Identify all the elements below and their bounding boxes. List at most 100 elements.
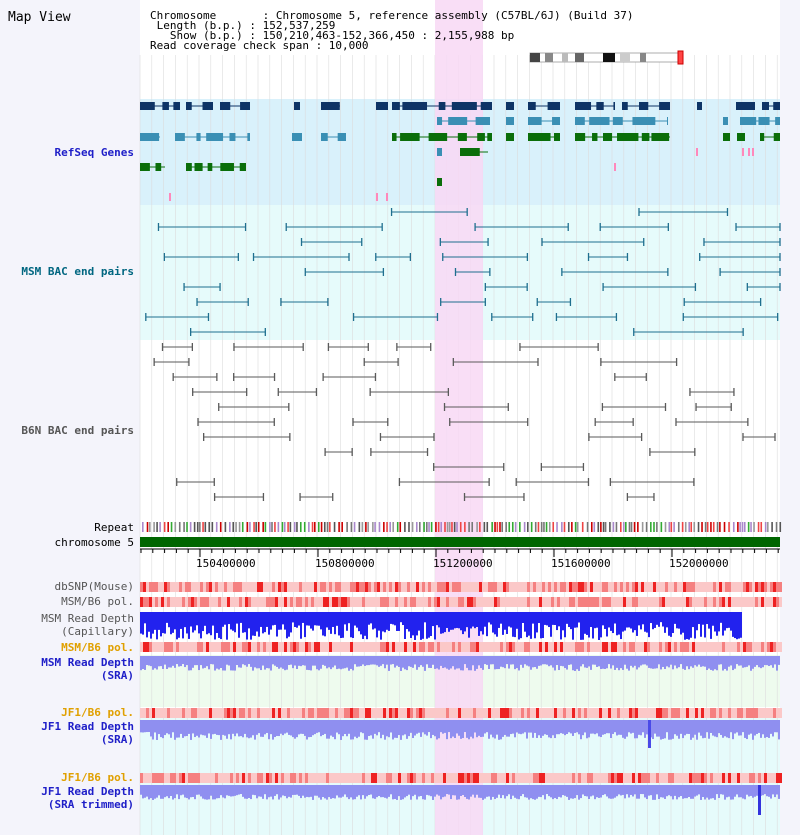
polymorphism-cell (335, 773, 338, 783)
read-depth-bar (306, 612, 308, 626)
polymorphism-cell (395, 773, 398, 783)
track-label-msm-bac[interactable]: MSM BAC end pairs (21, 265, 134, 278)
polymorphism-cell (251, 642, 254, 652)
polymorphism-cell (677, 642, 680, 652)
gene-exon (480, 102, 492, 110)
read-depth-bar (410, 785, 412, 800)
read-depth-bar (246, 720, 248, 738)
read-depth-bar (250, 612, 252, 640)
polymorphism-cell (506, 582, 509, 592)
polymorphism-cell (371, 773, 374, 783)
read-depth-bar (188, 612, 190, 639)
polymorphism-cell (458, 708, 461, 718)
read-depth-bar (736, 720, 738, 733)
read-depth-bar (214, 720, 216, 734)
read-depth-bar (418, 612, 420, 631)
polymorphism-cell (482, 582, 485, 592)
read-depth-bar (730, 612, 732, 631)
polymorphism-cell (338, 708, 341, 718)
track-label-msm-b6-pol[interactable]: MSM/B6 pol. (61, 595, 134, 608)
repeat-element (333, 522, 336, 532)
polymorphism-cell (233, 708, 236, 718)
read-depth-bar (316, 656, 318, 670)
polymorphism-cell (521, 582, 524, 592)
read-depth-bar (514, 612, 516, 638)
polymorphism-cell (713, 708, 716, 718)
polymorphism-cell (335, 642, 338, 652)
track-label-jf1-depth-sra[interactable]: JF1 Read Depth (41, 720, 134, 733)
read-depth-bar (342, 785, 344, 797)
repeat-element (540, 522, 543, 532)
read-depth-bar (596, 612, 598, 628)
gene-exon (321, 102, 340, 110)
read-depth-bar (750, 785, 752, 796)
read-depth-bar (332, 612, 334, 627)
read-depth-bar (588, 656, 590, 667)
repeat-element (514, 522, 517, 532)
read-depth-bar (708, 785, 710, 800)
gene-exon (528, 102, 536, 110)
read-depth-bar (540, 785, 542, 798)
polymorphism-cell (740, 597, 743, 607)
polymorphism-cell (197, 582, 200, 592)
read-depth-bar (616, 612, 618, 636)
read-depth-bar (634, 656, 636, 666)
read-depth-bar (608, 720, 610, 734)
polymorphism-cell (467, 773, 470, 783)
track-label-jf1-depth-trimmed[interactable]: JF1 Read Depth (41, 785, 134, 798)
gene-exon (186, 102, 192, 110)
polymorphism-cell (155, 773, 158, 783)
polymorphism-cell (512, 642, 515, 652)
repeat-element (612, 522, 615, 532)
polymorphism-cell (236, 708, 239, 718)
polymorphism-cell (482, 773, 485, 783)
polymorphism-cell (512, 773, 515, 783)
repeat-element (491, 522, 493, 532)
track-label-jf1-b6-pol-2[interactable]: JF1/B6 pol. (61, 771, 134, 784)
track-label-repeat[interactable]: Repeat (94, 521, 134, 534)
polymorphism-cell (497, 582, 500, 592)
polymorphism-cell (659, 708, 662, 718)
gene-exon (697, 102, 702, 110)
read-depth-bar (474, 720, 476, 733)
track-label-refseq-genes[interactable]: RefSeq Genes (54, 146, 134, 159)
polymorphism-cell (194, 773, 197, 783)
read-depth-bar (516, 656, 518, 669)
polymorphism-cell (368, 642, 371, 652)
polymorphism-cell (185, 582, 188, 592)
read-depth-bar (174, 656, 176, 668)
read-depth-bar (146, 612, 148, 638)
polymorphism-cell (485, 773, 488, 783)
polymorphism-cell (293, 773, 296, 783)
read-depth-bar (290, 785, 292, 798)
track-label-b6n-bac[interactable]: B6N BAC end pairs (21, 424, 134, 437)
track-label-dbsnp[interactable]: dbSNP(Mouse) (54, 580, 134, 593)
read-depth-bar (482, 656, 484, 670)
polymorphism-cell (755, 708, 758, 718)
read-depth-bar (170, 612, 172, 635)
repeat-element (704, 522, 707, 532)
polymorphism-cell (632, 642, 635, 652)
gene-exon (477, 133, 485, 141)
read-depth-bar (446, 720, 448, 740)
track-label-msm-depth-sra[interactable]: MSM Read Depth (41, 656, 134, 669)
polymorphism-cell (647, 773, 650, 783)
polymorphism-cell (320, 708, 323, 718)
read-depth-bar (370, 612, 372, 624)
read-depth-bar (448, 720, 450, 733)
read-depth-bar (286, 656, 288, 670)
polymorphism-cell (740, 773, 743, 783)
polymorphism-cell (158, 597, 161, 607)
read-depth-bar (694, 785, 696, 797)
track-label-msm-b6-pol-sra[interactable]: MSM/B6 pol. (61, 641, 134, 654)
track-label-msm-depth-capillary[interactable]: MSM Read Depth (41, 612, 134, 625)
read-depth-bar (422, 785, 424, 800)
read-depth-bar (572, 720, 574, 736)
polymorphism-cell (314, 597, 317, 607)
polymorphism-cell (614, 642, 617, 652)
track-label-jf1-b6-pol[interactable]: JF1/B6 pol. (61, 706, 134, 719)
polymorphism-cell (584, 708, 587, 718)
polymorphism-cell (260, 582, 263, 592)
